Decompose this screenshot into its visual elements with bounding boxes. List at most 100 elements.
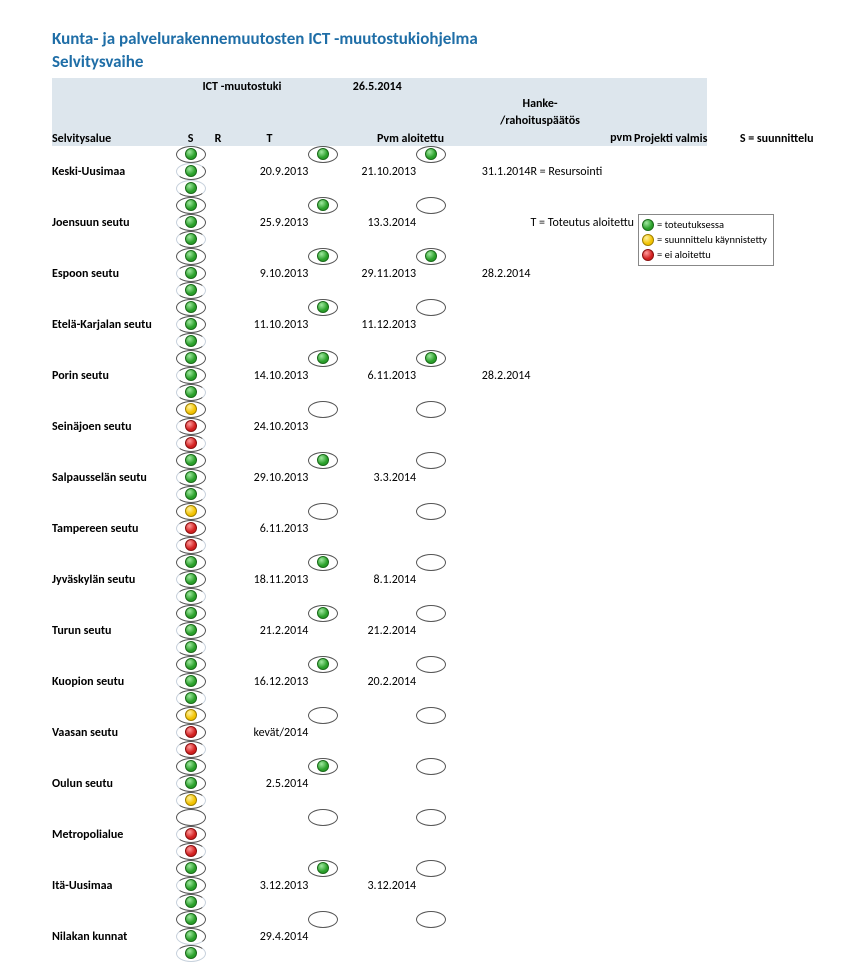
- status-dot-icon: [185, 335, 197, 347]
- status-dot-icon: [185, 505, 197, 517]
- status-dot-icon: [185, 437, 197, 449]
- table-head: ICT -muutostuki 26.5.2014 Selvitysalue S…: [52, 78, 842, 146]
- status-dot-icon: [185, 301, 197, 313]
- date-cell: 31.1.2014: [446, 146, 530, 197]
- gap-cell: [206, 503, 231, 554]
- date-cell: 6.11.2013: [231, 503, 309, 554]
- status-cell: [176, 299, 206, 316]
- region-name: Salpausselän seutu: [52, 452, 176, 503]
- side-cell: [530, 452, 634, 503]
- status-cell: [176, 877, 206, 894]
- col-projekti: Projekti valmis: [634, 95, 707, 146]
- status-cell: [176, 418, 206, 435]
- status-dot-icon: [185, 624, 197, 636]
- date-cell: 6.11.2013: [338, 350, 416, 401]
- status-dot-icon: [185, 896, 197, 908]
- date-cell: [338, 911, 416, 962]
- status-cell: [176, 605, 206, 622]
- region-name: Nilakan kunnat: [52, 911, 176, 962]
- status-dot-icon: [185, 862, 197, 874]
- date-cell: 24.10.2013: [231, 401, 309, 452]
- status-dot-icon: [317, 250, 329, 262]
- gap-cell: [206, 707, 231, 758]
- status-dot-icon: [425, 352, 437, 364]
- col-hanke-2: /rahoituspäätös: [446, 112, 634, 129]
- col-t: T: [231, 95, 309, 146]
- status-dot-icon: [317, 556, 329, 568]
- gap-cell: [206, 299, 231, 350]
- status-dot-icon: [317, 352, 329, 364]
- side-cell: [530, 248, 634, 299]
- date-cell: 29.4.2014: [231, 911, 309, 962]
- status-dot-icon: [185, 692, 197, 704]
- side-legend-0: S = suunnittelu: [707, 95, 842, 146]
- gap-cell: [206, 860, 231, 911]
- status-cell: [416, 656, 446, 673]
- status-cell: [308, 452, 338, 469]
- legend-yellow-text: = suunnittelu käynnistetty: [657, 232, 767, 247]
- status-cell: [416, 401, 446, 418]
- status-cell: [176, 690, 206, 707]
- status-cell: [176, 180, 206, 197]
- side-cell: T = Toteutus aloitettu: [530, 197, 634, 248]
- side-cell: [530, 299, 634, 350]
- status-cell: [308, 146, 338, 163]
- status-dot-icon: [185, 709, 197, 721]
- status-cell: [176, 622, 206, 639]
- status-cell: [308, 197, 338, 214]
- status-cell: [416, 860, 446, 877]
- region-name: Jyväskylän seutu: [52, 554, 176, 605]
- legend-green-text: = toteutuksessa: [657, 217, 724, 232]
- status-table: ICT -muutostuki 26.5.2014 Selvitysalue S…: [52, 78, 842, 962]
- status-cell: [176, 367, 206, 384]
- status-cell: [308, 911, 338, 928]
- status-cell: [308, 503, 338, 520]
- status-dot-icon: [317, 862, 329, 874]
- date-cell: 8.1.2014: [338, 554, 416, 605]
- date-cell: 25.9.2013: [231, 197, 309, 248]
- side-cell: R = Resursointi: [530, 146, 634, 197]
- status-dot-icon: [185, 777, 197, 789]
- legend-row-yellow: = suunnittelu käynnistetty: [642, 232, 767, 247]
- status-dot-icon: [185, 539, 197, 551]
- status-dot-icon: [185, 369, 197, 381]
- status-cell: [176, 809, 206, 826]
- page-title: Kunta- ja palvelurakennemuutosten ICT -m…: [52, 28, 842, 49]
- table-row: Turun seutu21.2.201421.2.2014: [52, 605, 842, 656]
- status-dot-icon: [185, 386, 197, 398]
- region-name: Itä-Uusimaa: [52, 860, 176, 911]
- status-cell: [176, 775, 206, 792]
- status-dot-icon: [185, 607, 197, 619]
- status-cell: [176, 520, 206, 537]
- dot-icon: [642, 234, 654, 246]
- status-dot-icon: [185, 148, 197, 160]
- side-cell: [530, 707, 634, 758]
- status-dot-icon: [317, 148, 329, 160]
- gap-cell: [206, 605, 231, 656]
- status-cell: [308, 554, 338, 571]
- col-name: Selvitysalue: [52, 95, 176, 146]
- date-cell: [446, 758, 530, 809]
- status-cell: [308, 299, 338, 316]
- status-dot-icon: [317, 607, 329, 619]
- status-cell: [176, 248, 206, 265]
- table-row: Salpausselän seutu29.10.20133.3.2014: [52, 452, 842, 503]
- status-dot-icon: [317, 199, 329, 211]
- status-cell: [176, 656, 206, 673]
- side-cell: [530, 401, 634, 452]
- status-dot-icon: [425, 250, 437, 262]
- status-dot-icon: [317, 454, 329, 466]
- status-dot-icon: [185, 573, 197, 585]
- status-cell: [308, 605, 338, 622]
- status-cell: [176, 826, 206, 843]
- status-cell: [176, 894, 206, 911]
- gap-cell: [206, 452, 231, 503]
- status-cell: [176, 435, 206, 452]
- status-cell: [416, 503, 446, 520]
- status-cell: [416, 707, 446, 724]
- region-name: Joensuun seutu: [52, 197, 176, 248]
- legend-row-green: = toteutuksessa: [642, 217, 767, 232]
- date-cell: [446, 707, 530, 758]
- region-name: Vaasan seutu: [52, 707, 176, 758]
- status-dot-icon: [317, 760, 329, 772]
